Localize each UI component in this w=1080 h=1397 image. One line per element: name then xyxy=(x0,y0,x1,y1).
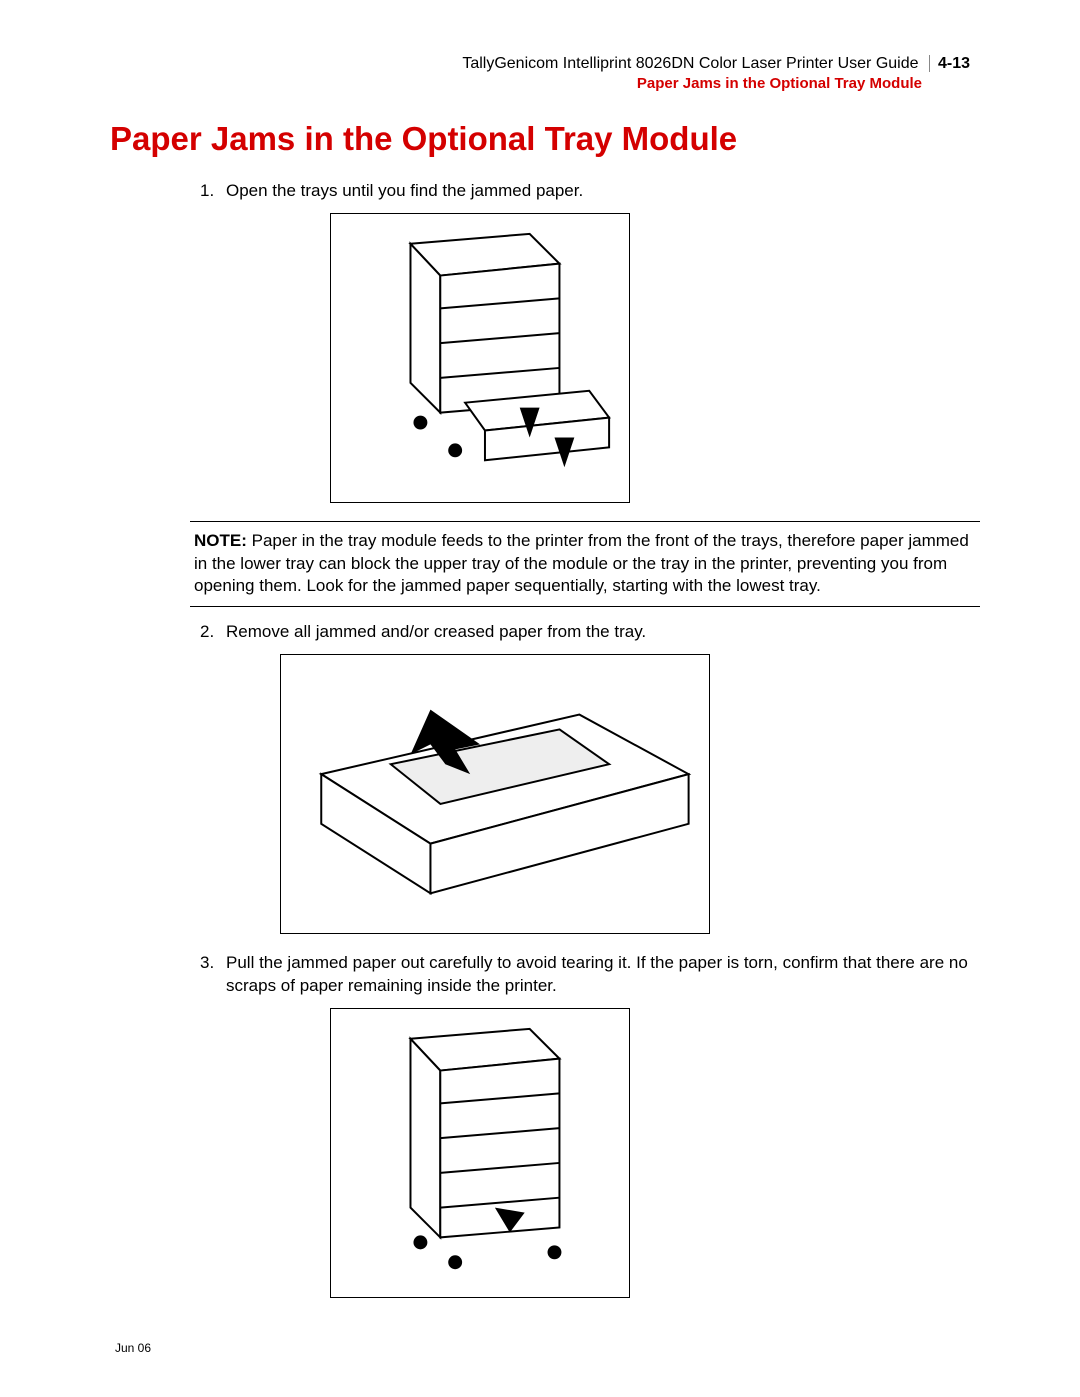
step-number: 1. xyxy=(200,180,224,203)
footer-date: Jun 06 xyxy=(115,1341,151,1355)
step-text: Pull the jammed paper out carefully to a… xyxy=(226,952,980,998)
instruction-list-2: 2. Remove all jammed and/or creased pape… xyxy=(110,621,980,644)
page-title: Paper Jams in the Optional Tray Module xyxy=(110,120,980,158)
header-line-1: TallyGenicom Intelliprint 8026DN Color L… xyxy=(110,55,970,73)
figure-3-printer-tray-closed xyxy=(330,1008,630,1298)
figure-2-tray-with-paper xyxy=(280,654,710,934)
step-text: Remove all jammed and/or creased paper f… xyxy=(226,621,646,644)
instruction-list-3: 3. Pull the jammed paper out carefully t… xyxy=(110,952,980,998)
step-3: 3. Pull the jammed paper out carefully t… xyxy=(200,952,980,998)
note-text: Paper in the tray module feeds to the pr… xyxy=(194,531,969,595)
note-label: NOTE: xyxy=(194,531,247,550)
instruction-list: 1. Open the trays until you find the jam… xyxy=(110,180,980,203)
step-number: 2. xyxy=(200,621,224,644)
page-header: TallyGenicom Intelliprint 8026DN Color L… xyxy=(110,55,980,92)
guide-title: TallyGenicom Intelliprint 8026DN Color L… xyxy=(462,55,918,72)
step-text: Open the trays until you find the jammed… xyxy=(226,180,583,203)
section-name: Paper Jams in the Optional Tray Module xyxy=(110,75,970,92)
step-number: 3. xyxy=(200,952,224,998)
step-1: 1. Open the trays until you find the jam… xyxy=(200,180,980,203)
page-number: 4-13 xyxy=(929,55,970,72)
figure-1-printer-tray-open xyxy=(330,213,630,503)
document-page: TallyGenicom Intelliprint 8026DN Color L… xyxy=(0,0,1080,1356)
note-block: NOTE: Paper in the tray module feeds to … xyxy=(190,521,980,607)
step-2: 2. Remove all jammed and/or creased pape… xyxy=(200,621,980,644)
